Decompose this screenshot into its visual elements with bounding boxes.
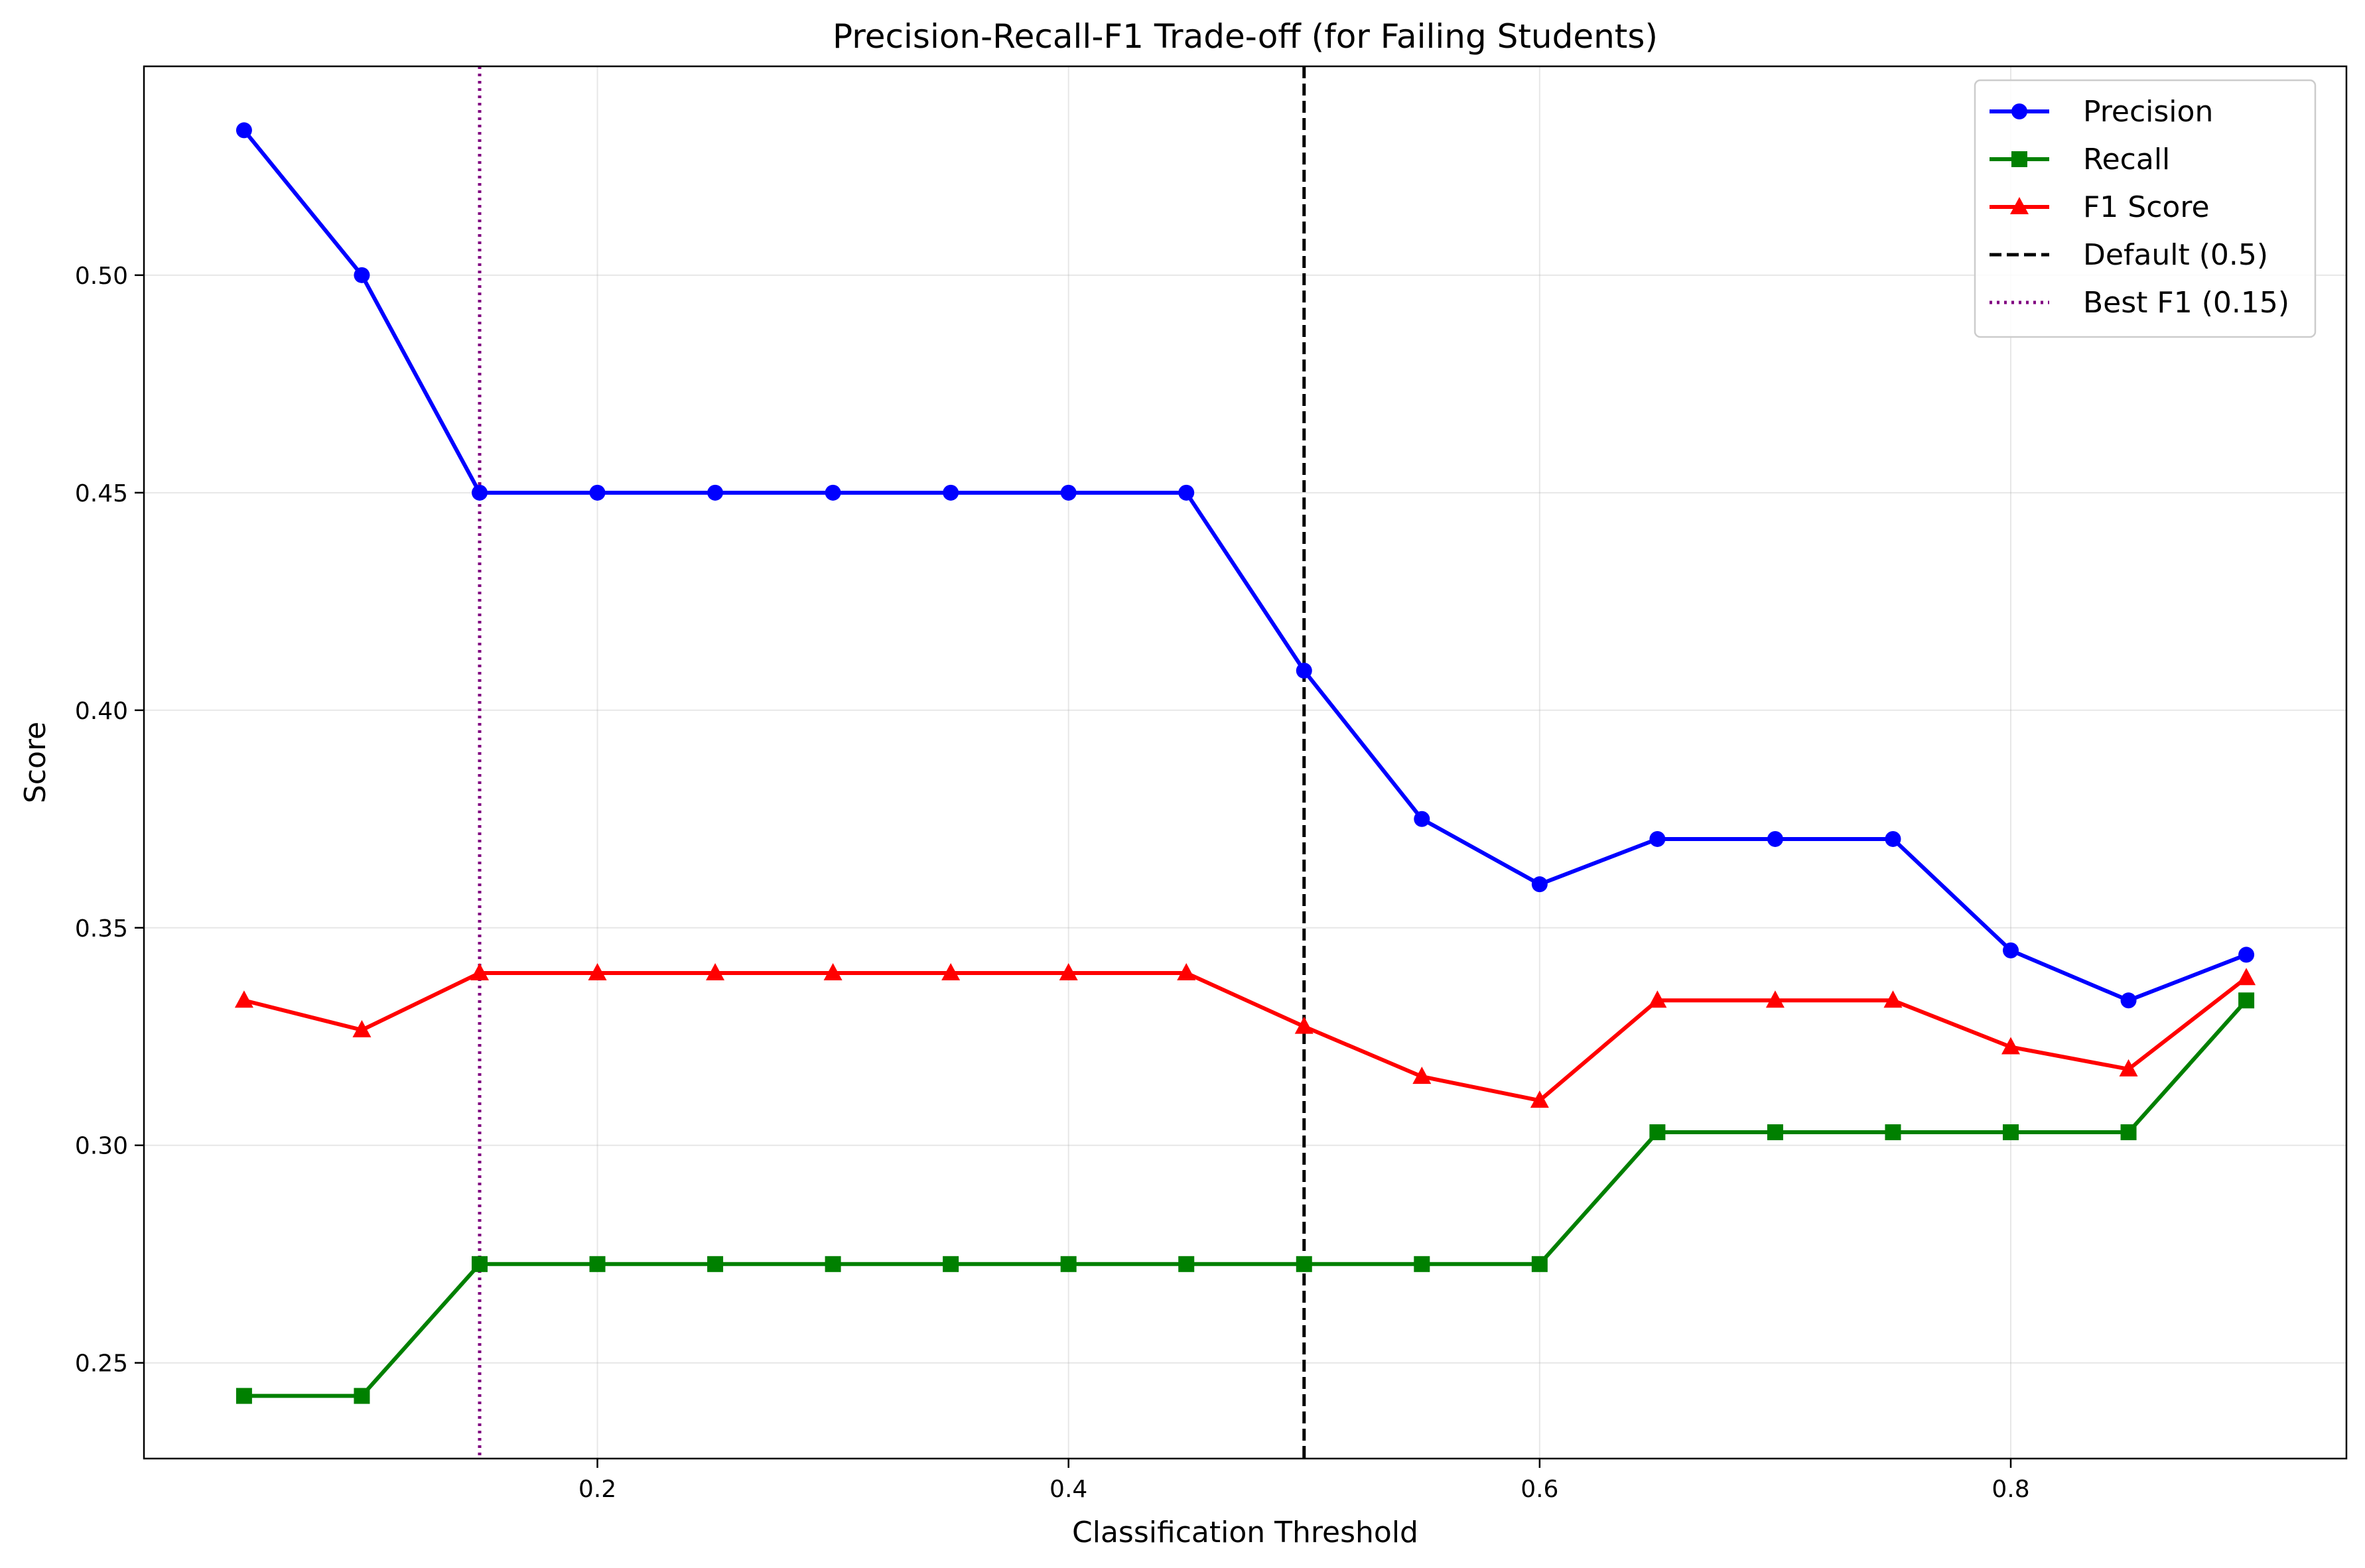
y-tick-label: 0.30 [75, 1133, 128, 1160]
precision-point [589, 484, 606, 501]
legend-swatch-marker [2011, 103, 2027, 119]
precision-point [825, 484, 841, 501]
precision-point [1649, 830, 1666, 847]
recall-point [1885, 1124, 1901, 1141]
precision-point [943, 484, 959, 501]
f1-score-point [1648, 990, 1667, 1008]
y-tick-label: 0.25 [75, 1350, 128, 1378]
precision-point [2120, 992, 2137, 1009]
legend-swatch-marker [2010, 197, 2029, 214]
y-tick-label: 0.50 [75, 263, 128, 290]
precision-point [2003, 942, 2019, 958]
f1-score-point [588, 962, 607, 980]
recall-point [1649, 1124, 1666, 1141]
recall-point [2238, 992, 2255, 1009]
f1-score-point [352, 1019, 372, 1037]
x-tick-label: 0.6 [1520, 1476, 1558, 1503]
recall-point [1414, 1256, 1430, 1272]
precision-point [236, 122, 252, 139]
f1-score-point [2237, 968, 2256, 986]
reference-lines [478, 66, 1306, 1459]
axis-ticks: 0.2 0.4 0.6 0.8 0.25 0.30 0.35 0.40 0.45 0.50 [75, 263, 2030, 1503]
precision-point [1885, 830, 1901, 847]
f1-score-point [1765, 990, 1785, 1008]
f1-score-point [1412, 1067, 1432, 1084]
legend-box [1974, 79, 2317, 338]
f1-score-point [1059, 962, 1078, 980]
f1-score-point [1883, 990, 1903, 1008]
precision-point [1531, 876, 1548, 893]
f1-score-point [706, 962, 725, 980]
series [234, 122, 2256, 1404]
precision-point [1178, 484, 1195, 501]
f1-score-point [1294, 1016, 1314, 1034]
f1-score-point [1530, 1090, 1549, 1108]
precision-point [354, 267, 370, 283]
recall-point [236, 1388, 252, 1404]
f1-score-point [1177, 962, 1196, 980]
plot-frame [143, 65, 2348, 1460]
f1-score-series [234, 962, 2256, 1108]
recall-point [2120, 1124, 2137, 1141]
precision-point [471, 484, 488, 501]
precision-point [1060, 484, 1077, 501]
recall-series [236, 992, 2255, 1404]
legend-label: Precision [2083, 95, 2213, 129]
recall-point [1531, 1256, 1548, 1272]
f1-score-line [243, 970, 2248, 1103]
recall-point [943, 1256, 959, 1272]
y-axis-label: Score [19, 722, 52, 803]
recall-point [589, 1256, 606, 1272]
recall-point [707, 1256, 724, 1272]
legend-label: Best F1 (0.15) [2083, 286, 2289, 320]
f1-score-point [2001, 1037, 2021, 1055]
legend-swatch-marker [2011, 151, 2027, 167]
y-tick-label: 0.35 [75, 915, 128, 943]
precision-point [707, 484, 724, 501]
x-tick-label: 0.2 [578, 1476, 616, 1503]
f1-score-point [823, 962, 843, 980]
recall-point [1178, 1256, 1195, 1272]
precision-point [1414, 811, 1430, 827]
precision-point [2238, 947, 2255, 963]
legend: Precision Recall F1 Score Default (0.5) Best… [1974, 79, 2317, 338]
legend-label: F1 Score [2083, 190, 2210, 224]
legend-label: Default (0.5) [2083, 238, 2268, 272]
recall-line [243, 999, 2248, 1398]
precision-line [242, 129, 2248, 1003]
x-axis-label: Classification Threshold [1072, 1516, 1418, 1549]
recall-point [471, 1256, 488, 1272]
f1-score-point [2119, 1059, 2138, 1077]
y-tick-label: 0.40 [75, 698, 128, 725]
f1-score-point [470, 962, 489, 980]
legend-label: Recall [2083, 143, 2170, 176]
recall-point [1060, 1256, 1077, 1272]
x-tick-label: 0.4 [1049, 1476, 1087, 1503]
precision-point [1767, 830, 1783, 847]
f1-score-point [234, 990, 253, 1008]
precision-point [1296, 663, 1312, 679]
recall-point [1296, 1256, 1312, 1272]
recall-point [354, 1388, 370, 1404]
recall-point [825, 1256, 841, 1272]
recall-point [2003, 1124, 2019, 1141]
y-tick-label: 0.45 [75, 480, 128, 507]
precision-series [236, 122, 2255, 1009]
x-tick-label: 0.8 [1992, 1476, 2029, 1503]
recall-point [1767, 1124, 1783, 1141]
chart-title: Precision-Recall-F1 Trade-off (for Faili… [833, 17, 1658, 56]
f1-score-point [941, 962, 961, 980]
